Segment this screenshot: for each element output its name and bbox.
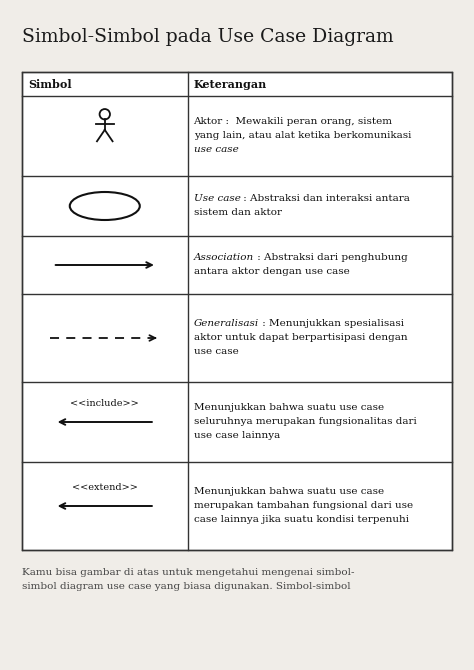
Text: Kamu bisa gambar di atas untuk mengetahui mengenai simbol-: Kamu bisa gambar di atas untuk mengetahu… xyxy=(22,568,355,577)
Text: Keterangan: Keterangan xyxy=(193,78,267,90)
Text: yang lain, atau alat ketika berkomunikasi: yang lain, atau alat ketika berkomunikas… xyxy=(193,131,411,140)
Text: : Abstraksi dan interaksi antara: : Abstraksi dan interaksi antara xyxy=(240,194,410,203)
Text: case lainnya jika suatu kondisi terpenuhi: case lainnya jika suatu kondisi terpenuh… xyxy=(193,515,409,524)
Text: <<include>>: <<include>> xyxy=(71,399,139,408)
Text: Association: Association xyxy=(193,253,254,262)
Text: Generalisasi: Generalisasi xyxy=(193,319,259,328)
Text: Menunjukkan bahwa suatu use case: Menunjukkan bahwa suatu use case xyxy=(193,403,383,412)
Text: use case: use case xyxy=(193,145,238,154)
Text: aktor untuk dapat berpartisipasi dengan: aktor untuk dapat berpartisipasi dengan xyxy=(193,333,407,342)
Text: <<extend>>: <<extend>> xyxy=(72,483,138,492)
Text: Menunjukkan bahwa suatu use case: Menunjukkan bahwa suatu use case xyxy=(193,487,383,496)
Text: simbol diagram use case yang biasa digunakan. Simbol-simbol: simbol diagram use case yang biasa digun… xyxy=(22,582,351,591)
Text: Simbol-Simbol pada Use Case Diagram: Simbol-Simbol pada Use Case Diagram xyxy=(22,28,393,46)
Text: antara aktor dengan use case: antara aktor dengan use case xyxy=(193,267,349,276)
Text: merupakan tambahan fungsional dari use: merupakan tambahan fungsional dari use xyxy=(193,501,413,510)
Circle shape xyxy=(100,109,110,119)
Bar xyxy=(22,72,452,550)
Text: sistem dan aktor: sistem dan aktor xyxy=(193,208,282,217)
Text: : Menunjukkan spesialisasi: : Menunjukkan spesialisasi xyxy=(259,319,404,328)
Text: Simbol: Simbol xyxy=(28,78,72,90)
Ellipse shape xyxy=(70,192,140,220)
Text: use case lainnya: use case lainnya xyxy=(193,431,280,440)
Text: Aktor :  Mewakili peran orang, sistem: Aktor : Mewakili peran orang, sistem xyxy=(193,117,392,126)
Text: seluruhnya merupakan fungsionalitas dari: seluruhnya merupakan fungsionalitas dari xyxy=(193,417,416,426)
Text: use case: use case xyxy=(193,347,238,356)
Text: : Abstraksi dari penghubung: : Abstraksi dari penghubung xyxy=(254,253,408,262)
Text: Use case: Use case xyxy=(193,194,240,203)
